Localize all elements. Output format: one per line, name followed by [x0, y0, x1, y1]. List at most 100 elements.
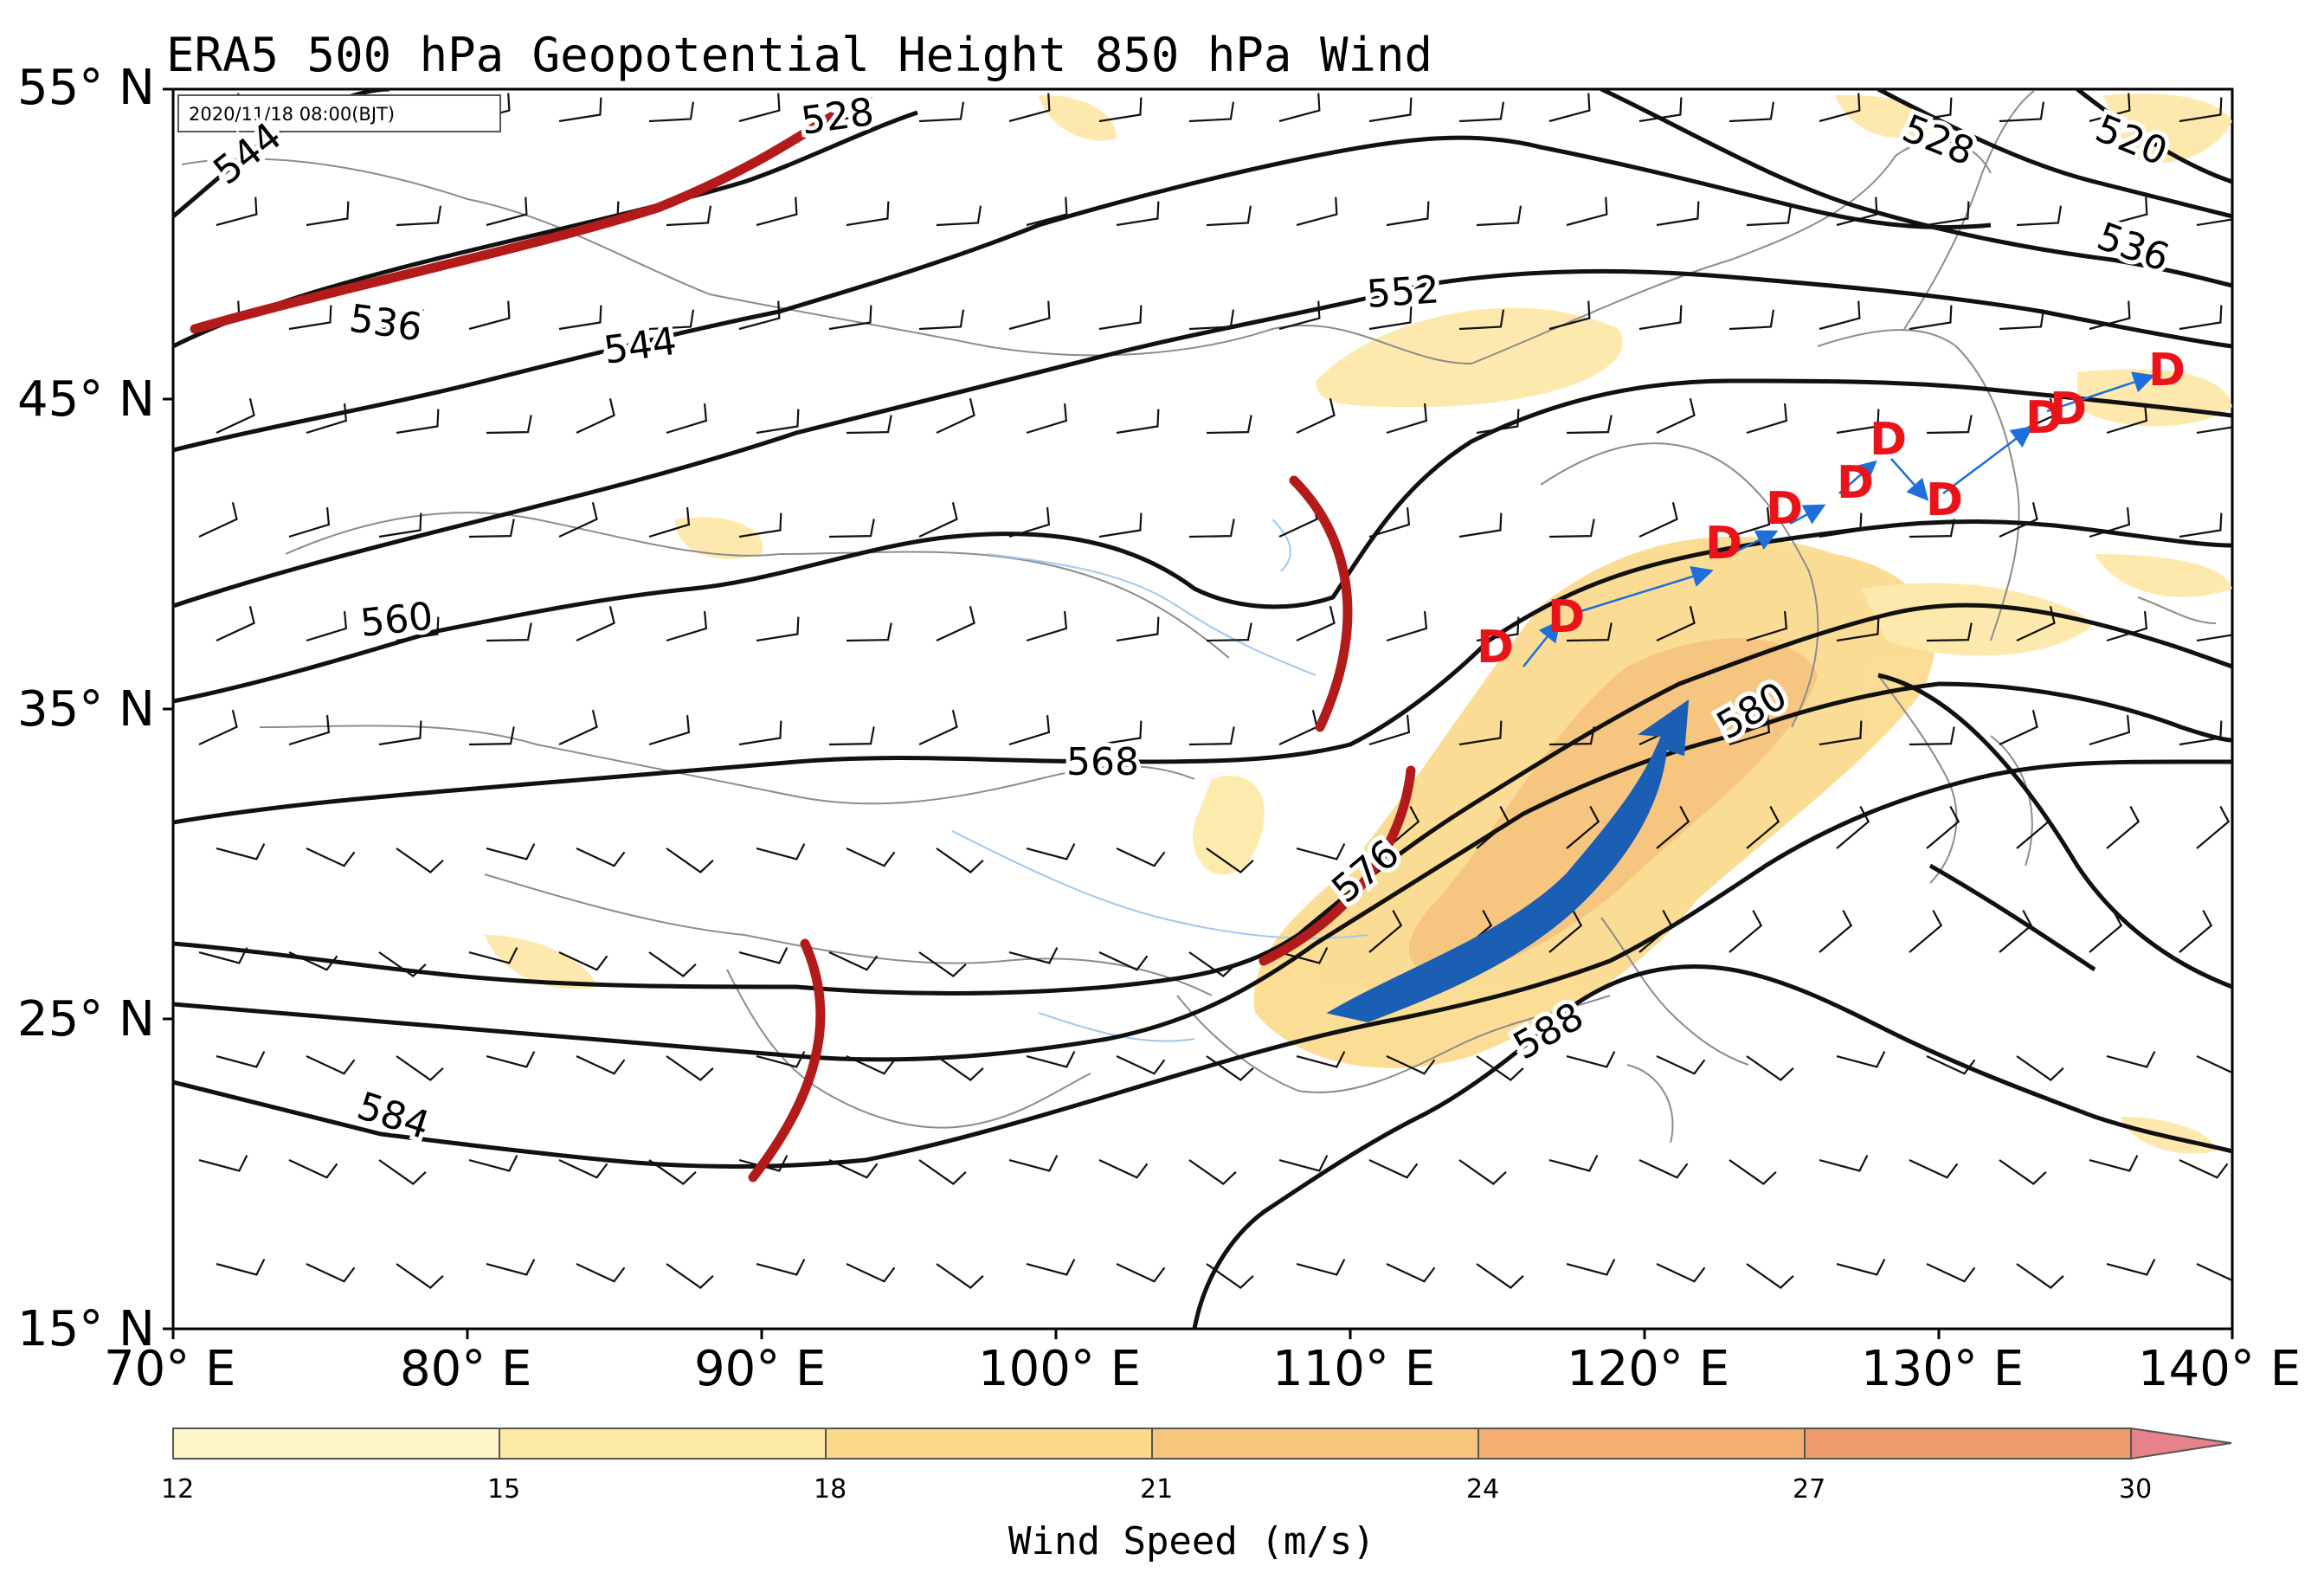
- wind-barb: [1638, 910, 1673, 953]
- colorbar-tick: 21: [1140, 1474, 1173, 1505]
- wind-barb: [846, 201, 890, 227]
- wind-barb: [288, 305, 332, 331]
- wind-barb: [576, 848, 626, 867]
- d-marker: D: [2050, 383, 2087, 435]
- wind-barb: [1729, 910, 1763, 953]
- wind-barb: [198, 709, 238, 745]
- wind-barb: [1566, 415, 1613, 435]
- wind-barb: [1296, 843, 1346, 860]
- wind-barb: [738, 512, 782, 538]
- wind-barb: [378, 309, 425, 331]
- wind-barb: [2016, 205, 2063, 227]
- wind-barb: [468, 947, 518, 964]
- wind-barb: [1296, 1051, 1346, 1068]
- wind-barb: [1386, 403, 1428, 435]
- wind-barb: [1656, 397, 1696, 434]
- wind-barb: [1116, 201, 1160, 227]
- colorbar: 12 15 18 21 24 27 30 Wind Speed (m/s): [161, 1427, 2232, 1563]
- d-marker: D: [1926, 474, 1963, 526]
- wind-barb: [918, 709, 958, 745]
- wind-barb: [1999, 1159, 2047, 1185]
- wind-barb: [1206, 205, 1252, 227]
- wind-barb: [1188, 101, 1235, 123]
- axis-ticks: [163, 87, 2234, 1339]
- wind-barb: [288, 951, 338, 971]
- wind-barb: [1386, 1263, 1436, 1283]
- wind-barb: [1368, 97, 1413, 123]
- wind-barb: [936, 397, 975, 434]
- wind-barb: [648, 506, 691, 538]
- wind-barb: [2106, 610, 2148, 642]
- wind-barb: [576, 1055, 626, 1075]
- wind-barb: [2196, 806, 2231, 849]
- wind-barb: [1458, 1159, 1507, 1185]
- map-frame: [171, 87, 2234, 1331]
- wind-barb: [756, 1259, 806, 1276]
- colorbar-tick: 18: [814, 1474, 847, 1505]
- wind-barb: [1656, 605, 1696, 641]
- wind-barb: [1746, 205, 1793, 227]
- wind-barb: [1656, 1263, 1706, 1283]
- wind-barb: [2106, 197, 2148, 227]
- wind-barb: [738, 720, 782, 746]
- wind-barb: [2016, 1055, 2064, 1081]
- wind-barb: [846, 415, 892, 435]
- wind-barb: [1368, 714, 1411, 746]
- wind-barb: [1188, 309, 1235, 331]
- wind-barb: [918, 1159, 967, 1185]
- wind-barb: [1386, 610, 1428, 642]
- colorbar-extension: [2130, 1427, 2232, 1460]
- wind-barb: [1458, 720, 1503, 746]
- wind-barb: [936, 1263, 984, 1289]
- chart-title: ERA5 500 hPa Geopotential Height 850 hPa…: [166, 28, 1432, 82]
- wind-barb: [1116, 1055, 1166, 1075]
- wind-barb: [558, 97, 602, 123]
- wind-barb: [2089, 93, 2131, 123]
- wind-barb: [828, 305, 872, 331]
- wind-barb: [1746, 610, 1788, 642]
- wind-barb: [1458, 309, 1505, 331]
- wind-barb: [576, 605, 615, 641]
- lat-label: 55° N: [17, 60, 155, 116]
- lon-label: 140° E: [2138, 1341, 2301, 1397]
- wind-barb: [1836, 197, 1878, 227]
- wind-barb: [1819, 1155, 1869, 1172]
- colorbar-seg: [499, 1428, 826, 1459]
- wind-barb: [846, 622, 892, 642]
- wind-barb: [306, 201, 350, 227]
- wind-barb: [756, 197, 798, 227]
- wind-barb: [1926, 1055, 1976, 1075]
- wind-barb: [2196, 426, 2232, 435]
- wind-barb: [756, 616, 800, 642]
- wind-barb: [1638, 1159, 1689, 1179]
- wind-barb: [666, 1263, 714, 1289]
- wind-barb: [2196, 218, 2232, 227]
- lon-label: 130° E: [1861, 1341, 2024, 1397]
- wind-barb: [1548, 93, 1591, 123]
- wind-barb: [468, 726, 515, 746]
- wind-barb: [216, 605, 255, 641]
- wind-barb: [1206, 848, 1254, 873]
- d-marker: D: [1870, 414, 1907, 466]
- wind-barb: [396, 848, 444, 873]
- wind-barb: [1836, 806, 1870, 849]
- wind-barb: [378, 720, 422, 746]
- wind-barb: [1548, 910, 1583, 953]
- wind-barb: [1819, 910, 1853, 953]
- trough-line-southeast: [1259, 765, 1416, 966]
- wind-barb: [1296, 197, 1338, 227]
- wind-barb: [1548, 1155, 1599, 1172]
- wind-barb: [1926, 622, 1973, 642]
- wind-barb: [1476, 806, 1510, 849]
- colorbar-seg: [826, 1428, 1152, 1459]
- wind-barb: [1188, 951, 1237, 977]
- timestamp: 2020/11/18 08:00(BJT): [189, 104, 395, 125]
- wind-barb: [648, 951, 697, 977]
- wind-barb: [1999, 309, 2045, 331]
- wind-barb: [1656, 201, 1700, 227]
- wind-barb: [288, 506, 331, 538]
- d-marker: D: [1477, 622, 1514, 673]
- wind-barb: [738, 93, 781, 123]
